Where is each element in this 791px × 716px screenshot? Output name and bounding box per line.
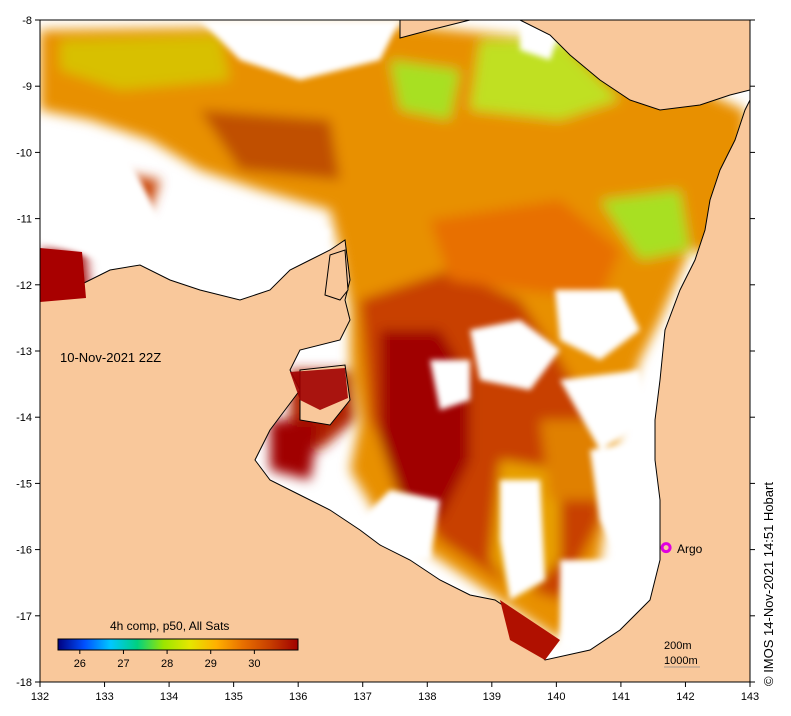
colorbar-tick-label: 29 (205, 658, 217, 670)
colorbar-ramp (57, 638, 299, 651)
arnhem-land (40, 99, 750, 682)
contour-legend: 200m 1000m (664, 640, 700, 668)
colorbar-tick-label: 26 (74, 658, 86, 670)
lat-tick-label: -8 (22, 15, 32, 27)
credit-text: © IMOS 14-Nov-2021 14:51 Hobart (761, 482, 776, 686)
lon-tick-label: 137 (354, 691, 372, 703)
lat-tick-label: -10 (16, 147, 32, 159)
lon-tick-label: 136 (289, 691, 307, 703)
coastal-hot-west (40, 248, 86, 302)
lon-tick-label: 141 (612, 691, 630, 703)
argo-label: Argo (677, 542, 703, 556)
lon-tick-label: 142 (676, 691, 694, 703)
lon-tick-label: 139 (483, 691, 501, 703)
argo-float-icon (660, 542, 672, 554)
lat-tick-label: -16 (16, 545, 32, 557)
colorbar: 4h comp, p50, All Sats 26 27 28 29 30 (57, 619, 299, 670)
lon-tick-label: 138 (418, 691, 436, 703)
argo-marker[interactable]: Argo (660, 542, 703, 556)
wessel-islands (324, 249, 349, 301)
lon-tick-label: 133 (95, 691, 113, 703)
contour-1000m-label: 1000m (664, 655, 698, 667)
colorbar-title: 4h comp, p50, All Sats (110, 619, 229, 633)
lon-tick-label: 134 (160, 691, 178, 703)
colorbar-tick-label: 28 (161, 658, 173, 670)
colorbar-tick-label: 27 (117, 658, 129, 670)
lon-tick-label: 140 (547, 691, 565, 703)
lon-tick-label: 143 (741, 691, 759, 703)
latitude-axis: -8 -9 -10 -11 -12 -13 -14 -15 -16 -17 -18 (16, 15, 755, 689)
colorbar-ticks: 26 27 28 29 30 (74, 650, 260, 670)
lat-tick-label: -15 (16, 478, 32, 490)
lat-tick-label: -9 (22, 81, 32, 93)
lat-tick-label: -14 (16, 412, 32, 424)
timestamp-label: 10-Nov-2021 22Z (60, 350, 161, 365)
contour-200m-label: 200m (664, 640, 692, 652)
lat-tick-label: -11 (17, 214, 32, 226)
lat-tick-label: -18 (16, 677, 32, 689)
lat-tick-label: -12 (16, 280, 32, 292)
longitude-axis: 132 133 134 135 136 137 138 139 140 141 142 143 (31, 682, 759, 703)
lat-tick-label: -13 (16, 346, 32, 358)
lat-tick-label: -17 (16, 611, 32, 623)
colorbar-tick-label: 30 (248, 658, 260, 670)
coastal-hot-gulf (290, 368, 348, 410)
new-guinea (399, 20, 750, 111)
lon-tick-label: 132 (31, 691, 49, 703)
lon-tick-label: 135 (224, 691, 242, 703)
coastal-hot-south (500, 600, 560, 660)
